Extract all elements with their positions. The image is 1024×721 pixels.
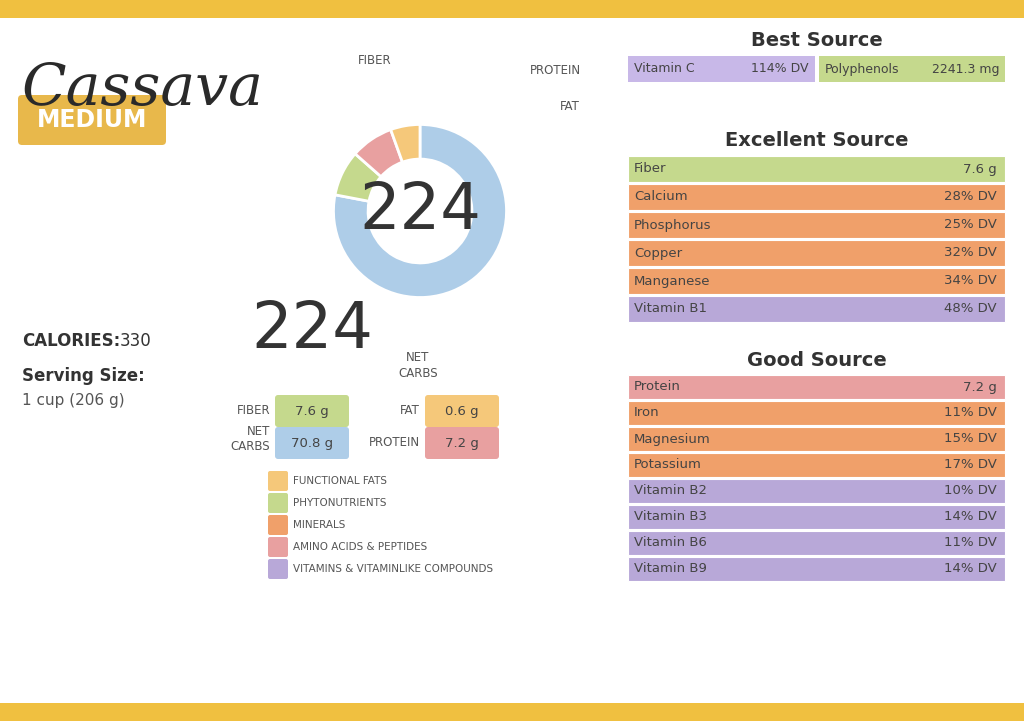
Text: 7.2 g: 7.2 g — [445, 436, 479, 449]
Text: 25% DV: 25% DV — [944, 218, 997, 231]
Text: MEDIUM: MEDIUM — [37, 108, 147, 132]
Text: VITAMINS & VITAMINLIKE COMPOUNDS: VITAMINS & VITAMINLIKE COMPOUNDS — [293, 564, 494, 574]
Text: Calcium: Calcium — [634, 190, 688, 203]
FancyBboxPatch shape — [268, 471, 288, 491]
Bar — [628, 56, 814, 82]
Text: Vitamin B2: Vitamin B2 — [634, 485, 707, 497]
Bar — [628, 375, 1005, 399]
Bar — [628, 240, 1005, 266]
Text: Vitamin B9: Vitamin B9 — [634, 562, 707, 575]
Text: Manganese: Manganese — [634, 275, 711, 288]
Text: FUNCTIONAL FATS: FUNCTIONAL FATS — [293, 476, 387, 486]
Bar — [628, 531, 1005, 555]
Text: 28% DV: 28% DV — [944, 190, 997, 203]
Bar — [628, 557, 1005, 581]
FancyBboxPatch shape — [268, 537, 288, 557]
Text: FIBER: FIBER — [237, 404, 270, 417]
Text: 7.2 g: 7.2 g — [964, 381, 997, 394]
Bar — [628, 156, 1005, 182]
Text: Best Source: Best Source — [751, 31, 883, 50]
Text: 34% DV: 34% DV — [944, 275, 997, 288]
Bar — [628, 427, 1005, 451]
Bar — [628, 401, 1005, 425]
Bar — [628, 296, 1005, 322]
Text: 11% DV: 11% DV — [944, 536, 997, 549]
Text: Magnesium: Magnesium — [634, 433, 711, 446]
FancyBboxPatch shape — [275, 395, 349, 427]
Text: FAT: FAT — [560, 99, 580, 112]
Text: 10% DV: 10% DV — [944, 485, 997, 497]
Wedge shape — [355, 130, 402, 177]
Bar — [0, 703, 1024, 721]
Text: Polyphenols: Polyphenols — [824, 63, 899, 76]
Text: FAT: FAT — [400, 404, 420, 417]
Text: 7.6 g: 7.6 g — [295, 404, 329, 417]
Text: 32% DV: 32% DV — [944, 247, 997, 260]
Text: 48% DV: 48% DV — [944, 303, 997, 316]
Text: 224: 224 — [359, 180, 481, 242]
Text: Potassium: Potassium — [634, 459, 701, 472]
FancyBboxPatch shape — [268, 493, 288, 513]
FancyBboxPatch shape — [268, 559, 288, 579]
Text: 330: 330 — [120, 332, 152, 350]
Wedge shape — [334, 125, 507, 298]
Text: Serving Size:: Serving Size: — [22, 367, 144, 385]
Text: 2241.3 mg: 2241.3 mg — [932, 63, 999, 76]
Wedge shape — [391, 125, 420, 162]
Wedge shape — [335, 154, 381, 201]
Text: Vitamin C: Vitamin C — [634, 63, 694, 76]
FancyBboxPatch shape — [425, 427, 499, 459]
Text: Good Source: Good Source — [746, 351, 887, 370]
Bar — [628, 505, 1005, 529]
Text: Excellent Source: Excellent Source — [725, 131, 908, 150]
Text: Vitamin B3: Vitamin B3 — [634, 510, 707, 523]
Text: 7.6 g: 7.6 g — [964, 162, 997, 175]
Text: 14% DV: 14% DV — [944, 510, 997, 523]
Text: 15% DV: 15% DV — [944, 433, 997, 446]
Text: 1 cup (206 g): 1 cup (206 g) — [22, 394, 125, 409]
Bar — [0, 0, 1024, 18]
Text: Fiber: Fiber — [634, 162, 667, 175]
Text: Vitamin B1: Vitamin B1 — [634, 303, 707, 316]
Text: Copper: Copper — [634, 247, 682, 260]
Text: 0.6 g: 0.6 g — [445, 404, 479, 417]
Text: MINERALS: MINERALS — [293, 520, 345, 530]
FancyBboxPatch shape — [18, 95, 166, 145]
FancyBboxPatch shape — [268, 515, 288, 535]
Text: CALORIES:: CALORIES: — [22, 332, 120, 350]
Text: Vitamin B6: Vitamin B6 — [634, 536, 707, 549]
Text: NET
CARBS: NET CARBS — [398, 351, 438, 380]
Text: 11% DV: 11% DV — [944, 407, 997, 420]
Text: PHYTONUTRIENTS: PHYTONUTRIENTS — [293, 498, 386, 508]
Text: 17% DV: 17% DV — [944, 459, 997, 472]
Bar — [628, 212, 1005, 238]
Text: Protein: Protein — [634, 381, 681, 394]
Text: 224: 224 — [251, 299, 373, 361]
Text: NET
CARBS: NET CARBS — [230, 425, 270, 453]
Text: Cassava: Cassava — [22, 61, 264, 118]
Text: 70.8 g: 70.8 g — [291, 436, 333, 449]
Text: 14% DV: 14% DV — [944, 562, 997, 575]
Text: Iron: Iron — [634, 407, 659, 420]
FancyBboxPatch shape — [275, 427, 349, 459]
Text: FIBER: FIBER — [358, 55, 392, 68]
Text: 114% DV: 114% DV — [751, 63, 809, 76]
Text: PROTEIN: PROTEIN — [530, 64, 582, 77]
Bar — [628, 453, 1005, 477]
Bar — [628, 268, 1005, 294]
Bar — [818, 56, 1005, 82]
Text: AMINO ACIDS & PEPTIDES: AMINO ACIDS & PEPTIDES — [293, 542, 427, 552]
Text: PROTEIN: PROTEIN — [369, 436, 420, 449]
Bar — [628, 184, 1005, 210]
FancyBboxPatch shape — [425, 395, 499, 427]
Text: Phosphorus: Phosphorus — [634, 218, 712, 231]
Bar — [628, 479, 1005, 503]
